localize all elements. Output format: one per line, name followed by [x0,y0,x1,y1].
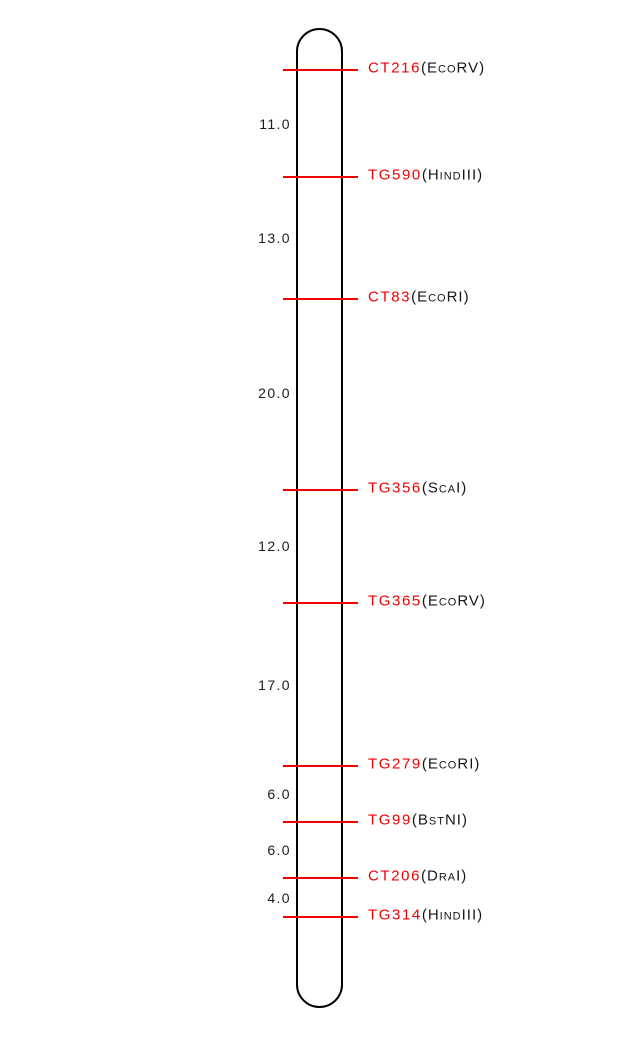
marker-tick-line [283,916,358,918]
marker-name: CT83 [368,288,412,306]
distance-label: 20.0 [258,385,291,401]
marker-name: CT216 [368,59,422,77]
marker-label: TG279(EcoRI) [368,757,480,772]
marker-tick-line [283,602,358,604]
marker-enzyme: (EcoRV) [421,59,486,77]
marker-tick-line [283,877,358,879]
marker-label: CT83(EcoRI) [368,290,470,305]
marker-tick-line [283,69,358,71]
marker-enzyme: (HindIII) [421,906,484,924]
marker-enzyme: (EcoRI) [411,288,470,306]
marker-tick-line [283,489,358,491]
marker-enzyme: (DraI) [421,867,468,885]
marker-label: TG365(EcoRV) [368,594,486,609]
distance-label: 6.0 [267,786,291,802]
marker-name: TG590 [368,166,422,184]
chromosome-outline [296,28,343,1008]
marker-tick-line [283,821,358,823]
marker-tick-line [283,298,358,300]
marker-name: TG99 [368,811,412,829]
marker-label: CT216(EcoRV) [368,61,485,76]
marker-enzyme: (ScaI) [421,479,468,497]
distance-label: 17.0 [258,677,291,693]
marker-name: CT206 [368,867,422,885]
marker-tick-line [283,765,358,767]
marker-label: TG356(ScaI) [368,481,467,496]
distance-label: 12.0 [258,538,291,554]
marker-enzyme: (HindIII) [421,166,484,184]
distance-label: 4.0 [267,890,291,906]
distance-label: 6.0 [267,842,291,858]
marker-name: TG314 [368,906,422,924]
marker-label: TG314(HindIII) [368,908,483,923]
marker-label: TG99(BstNI) [368,813,468,828]
marker-enzyme: (BstNI) [411,811,468,829]
marker-name: TG356 [368,479,422,497]
distance-label: 13.0 [258,230,291,246]
marker-name: TG365 [368,592,422,610]
distance-label: 11.0 [259,116,291,132]
marker-name: TG279 [368,755,422,773]
marker-label: TG590(HindIII) [368,168,483,183]
marker-enzyme: (EcoRV) [421,592,486,610]
marker-tick-line [283,176,358,178]
marker-label: CT206(DraI) [368,869,467,884]
marker-enzyme: (EcoRI) [421,755,481,773]
